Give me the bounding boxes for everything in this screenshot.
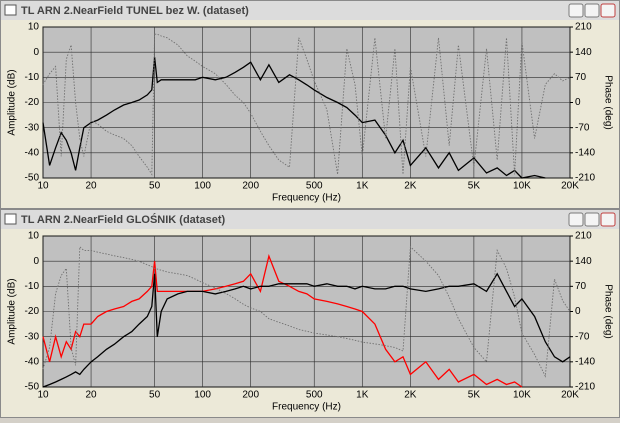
y2-tick-label: 0 xyxy=(575,97,581,108)
y2-tick-label: 140 xyxy=(575,256,592,267)
maximize-button[interactable] xyxy=(584,3,600,18)
series-line xyxy=(42,253,523,388)
x-axis-label: Frequency (Hz) xyxy=(272,193,341,204)
x-tick-label: 100 xyxy=(194,390,211,401)
y2-tick-label: -210 xyxy=(575,382,595,393)
y2-tick-label: -70 xyxy=(575,122,590,133)
x-tick-label: 10 xyxy=(37,181,49,192)
y-tick-label: 10 xyxy=(28,22,40,33)
y2-tick-label: 140 xyxy=(575,47,592,58)
y-tick-label: 0 xyxy=(33,47,39,58)
x-tick-label: 10 xyxy=(37,390,49,401)
x-tick-label: 5K xyxy=(468,181,481,192)
x-tick-label: 20 xyxy=(85,181,97,192)
y-axis-label: Amplitude (dB) xyxy=(7,278,18,344)
x-tick-label: 20K xyxy=(561,390,579,401)
y2-tick-label: 210 xyxy=(575,231,592,242)
series-line xyxy=(42,33,571,176)
title-bar xyxy=(1,210,619,229)
y2-tick-label: 70 xyxy=(575,281,587,292)
x-tick-label: 10K xyxy=(513,181,531,192)
window-icon xyxy=(4,4,17,16)
y-tick-label: -40 xyxy=(25,356,40,367)
y-tick-label: 10 xyxy=(28,231,40,242)
close-button[interactable] xyxy=(600,3,616,18)
x-tick-label: 5K xyxy=(468,390,481,401)
y2-tick-label: 210 xyxy=(575,22,592,33)
x-tick-label: 50 xyxy=(149,181,161,192)
window-title: TL ARN 2.NearField GLOŚNIK (dataset) xyxy=(21,213,225,226)
y2-tick-label: -140 xyxy=(575,147,595,158)
series-line xyxy=(42,272,571,388)
title-bar xyxy=(1,1,619,20)
x-tick-label: 50 xyxy=(149,390,161,401)
x-axis-label: Frequency (Hz) xyxy=(272,402,341,413)
y-tick-label: -20 xyxy=(25,97,40,108)
x-tick-label: 100 xyxy=(194,181,211,192)
x-tick-label: 2K xyxy=(404,181,417,192)
y-tick-label: -50 xyxy=(25,382,40,393)
y-tick-label: 0 xyxy=(33,256,39,267)
x-tick-label: 20K xyxy=(561,181,579,192)
y-axis-label: Amplitude (dB) xyxy=(7,69,18,135)
y-tick-label: -10 xyxy=(25,72,40,83)
close-button[interactable] xyxy=(600,212,616,227)
y2-axis-label: Phase (deg) xyxy=(602,75,613,129)
x-tick-label: 500 xyxy=(306,181,323,192)
y2-tick-label: -210 xyxy=(575,173,595,184)
x-tick-label: 1K xyxy=(356,390,369,401)
maximize-button[interactable] xyxy=(584,212,600,227)
y-tick-label: -40 xyxy=(25,147,40,158)
x-tick-label: 200 xyxy=(242,181,259,192)
x-tick-label: 1K xyxy=(356,181,369,192)
y2-axis-label: Phase (deg) xyxy=(602,284,613,338)
y-tick-label: -10 xyxy=(25,281,40,292)
series-line xyxy=(42,245,571,378)
y2-tick-label: 70 xyxy=(575,72,587,83)
series-line xyxy=(42,57,546,179)
y2-tick-label: 0 xyxy=(575,306,581,317)
y2-tick-label: -70 xyxy=(575,331,590,342)
y-tick-label: -20 xyxy=(25,306,40,317)
x-tick-label: 10K xyxy=(513,390,531,401)
x-tick-label: 2K xyxy=(404,390,417,401)
minimize-button[interactable] xyxy=(568,3,584,18)
x-tick-label: 200 xyxy=(242,390,259,401)
y2-tick-label: -140 xyxy=(575,356,595,367)
minimize-button[interactable] xyxy=(568,212,584,227)
y-tick-label: -30 xyxy=(25,122,40,133)
y-tick-label: -30 xyxy=(25,331,40,342)
window-icon xyxy=(4,213,17,225)
x-tick-label: 500 xyxy=(306,390,323,401)
window-title: TL ARN 2.NearField TUNEL bez W. (dataset… xyxy=(21,5,249,17)
x-tick-label: 20 xyxy=(85,390,97,401)
y-tick-label: -50 xyxy=(25,173,40,184)
